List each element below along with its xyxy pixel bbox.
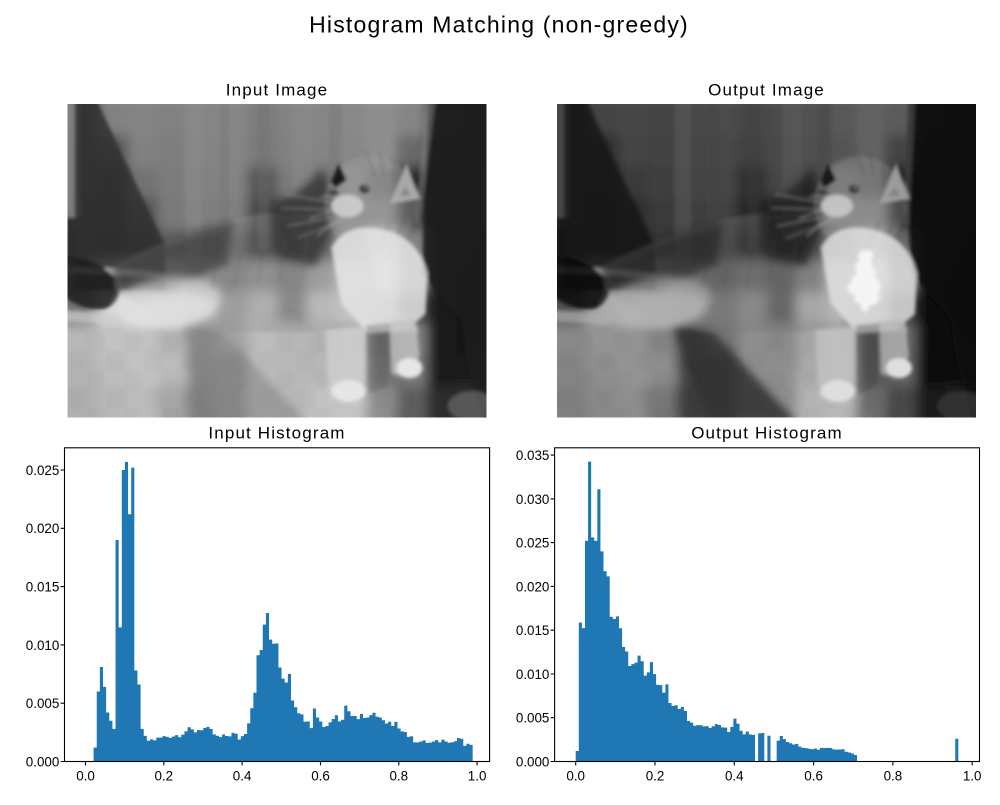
svg-text:0.020: 0.020 (516, 579, 550, 594)
svg-text:0.025: 0.025 (516, 536, 550, 551)
svg-text:0.010: 0.010 (26, 638, 60, 653)
svg-text:0.0: 0.0 (566, 768, 585, 783)
svg-text:0.8: 0.8 (389, 768, 408, 783)
svg-text:0.0: 0.0 (76, 768, 95, 783)
svg-text:0.030: 0.030 (516, 492, 550, 507)
svg-text:1.0: 1.0 (468, 768, 487, 783)
svg-text:0.035: 0.035 (516, 448, 550, 463)
svg-text:0.005: 0.005 (26, 696, 60, 711)
svg-text:Histogram Matching (non-greedy: Histogram Matching (non-greedy) (309, 12, 689, 38)
svg-text:0.005: 0.005 (516, 711, 550, 726)
svg-text:1.0: 1.0 (963, 768, 982, 783)
svg-text:0.6: 0.6 (804, 768, 823, 783)
svg-text:0.4: 0.4 (725, 768, 744, 783)
svg-text:0.6: 0.6 (311, 768, 330, 783)
svg-text:0.000: 0.000 (26, 754, 60, 769)
svg-text:Output Image: Output Image (708, 80, 825, 99)
svg-text:0.4: 0.4 (233, 768, 252, 783)
svg-text:0.8: 0.8 (884, 768, 903, 783)
svg-text:Input Histogram: Input Histogram (208, 424, 345, 443)
svg-text:0.015: 0.015 (26, 580, 60, 595)
svg-text:0.025: 0.025 (26, 463, 60, 478)
svg-text:0.010: 0.010 (516, 667, 550, 682)
svg-text:Output Histogram: Output Histogram (691, 424, 843, 443)
svg-text:Input Image: Input Image (226, 80, 328, 99)
svg-text:0.2: 0.2 (646, 768, 665, 783)
svg-text:0.2: 0.2 (154, 768, 173, 783)
svg-text:0.020: 0.020 (26, 521, 60, 536)
svg-text:0.000: 0.000 (516, 754, 550, 769)
svg-text:0.015: 0.015 (516, 623, 550, 638)
